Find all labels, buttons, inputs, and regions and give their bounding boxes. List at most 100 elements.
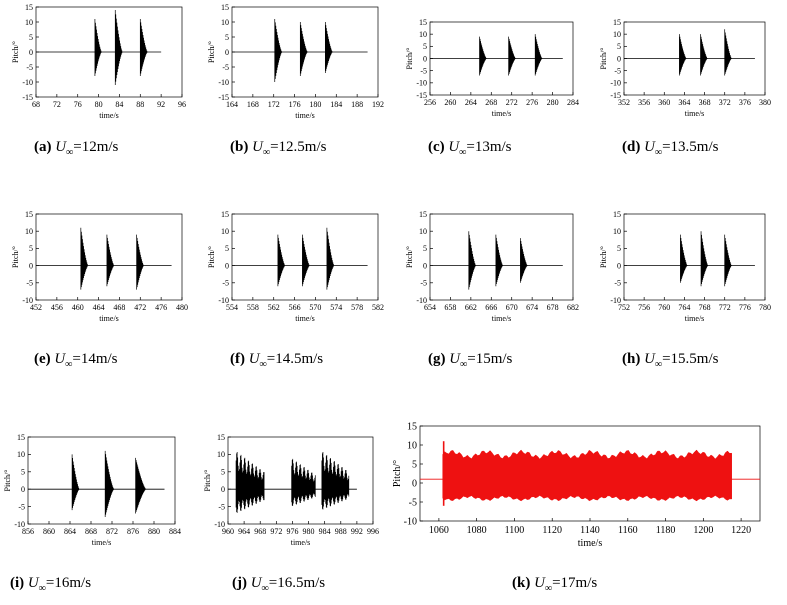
x-tick-label: 1200 (693, 525, 713, 536)
x-tick-label: 1080 (467, 525, 487, 536)
caption-symbol: U (27, 575, 39, 591)
x-tick-label: 764 (678, 303, 690, 312)
y-tick-label: -10 (416, 296, 427, 305)
x-tick-label: 88 (136, 100, 144, 109)
caption-subscript: ∞ (66, 147, 74, 158)
y-tick-label: 5 (225, 33, 229, 42)
x-tick-label: 570 (309, 303, 321, 312)
x-tick-label: 876 (127, 527, 139, 536)
y-tick-label: 5 (29, 244, 33, 253)
x-axis-label: time/s (295, 111, 315, 120)
x-tick-label: 872 (106, 527, 118, 536)
caption-value: =13m/s (466, 139, 512, 155)
y-tick-label: 15 (613, 18, 621, 27)
y-tick-label: 5 (423, 244, 427, 253)
caption-symbol: U (644, 351, 655, 367)
burst-1 (80, 227, 89, 290)
y-tick-label: -15 (22, 93, 33, 102)
burst-1 (274, 19, 283, 82)
caption-j: (j) U∞=16.5m/s (232, 575, 325, 594)
y-tick-label: 10 (613, 30, 621, 39)
y-tick-label: 5 (21, 468, 25, 477)
y-axis-label: Pitch/° (392, 460, 403, 487)
x-tick-label: 380 (759, 98, 771, 107)
y-tick-label: -5 (26, 279, 33, 288)
caption-value: =12m/s (73, 139, 119, 155)
x-tick-label: 356 (638, 98, 650, 107)
y-tick-label: 5 (617, 244, 621, 253)
x-tick-label: 678 (547, 303, 559, 312)
burst-3 (136, 234, 145, 290)
burst-1 (680, 234, 688, 283)
burst-2 (104, 450, 115, 518)
caption-symbol: U (534, 575, 545, 591)
y-axis-label: Pitch/° (207, 246, 216, 268)
chart-a: -15 -10 -5 0 5 10 15 68 72 76 80 84 88 92 96 time/s Pitc… (11, 3, 186, 120)
x-tick-label: 364 (678, 98, 690, 107)
caption-symbol: U (248, 351, 260, 367)
x-axis-label: time/s (295, 314, 315, 323)
x-tick-label: 72 (53, 100, 61, 109)
caption-i: (i) U∞=16m/s (10, 575, 91, 594)
y-tick-label: 10 (221, 18, 229, 27)
y-tick-label: 5 (221, 468, 225, 477)
burst-1 (94, 19, 102, 76)
caption-letter: (b) (230, 139, 249, 155)
y-tick-label: -10 (14, 520, 25, 529)
y-tick-label: 5 (412, 460, 417, 471)
x-tick-label: 972 (270, 527, 282, 536)
caption-subscript: ∞ (654, 147, 663, 158)
y-tick-label: 0 (617, 54, 621, 63)
x-tick-label: 472 (134, 303, 146, 312)
x-tick-label: 192 (372, 100, 384, 109)
y-tick-label: -10 (22, 78, 33, 87)
caption-value: =15.5m/s (662, 351, 719, 367)
y-tick-label: 10 (407, 441, 417, 452)
burst-3 (520, 238, 528, 283)
burst-1 (71, 454, 80, 511)
y-tick-label: -5 (26, 63, 33, 72)
x-tick-label: 264 (465, 98, 477, 107)
x-axis-label: time/s (492, 314, 512, 323)
y-tick-label: -10 (214, 520, 225, 529)
y-tick-label: -5 (614, 66, 621, 75)
y-tick-label: -5 (222, 279, 229, 288)
caption-d: (d) U∞=13.5m/s (622, 139, 718, 158)
x-tick-label: 682 (567, 303, 579, 312)
caption-letter: (e) (34, 351, 51, 367)
x-tick-label: 176 (289, 100, 301, 109)
x-tick-label: 476 (155, 303, 167, 312)
x-tick-label: 860 (43, 527, 55, 536)
y-tick-label: 10 (217, 450, 225, 459)
y-tick-label: 0 (617, 261, 621, 270)
caption-b: (b) U∞=12.5m/s (230, 139, 326, 158)
burst-3 (534, 34, 543, 76)
x-tick-label: 280 (547, 98, 559, 107)
y-tick-label: 5 (617, 42, 621, 51)
y-axis-label: Pitch/° (3, 470, 12, 492)
x-axis-label: time/s (685, 314, 705, 323)
y-tick-label: 0 (221, 485, 225, 494)
plot-frame (27, 436, 176, 525)
x-tick-label: 1060 (429, 525, 449, 536)
x-tick-label: 96 (178, 100, 186, 109)
y-tick-label: 10 (419, 227, 427, 236)
caption-subscript: ∞ (460, 359, 468, 370)
caption-c: (c) U∞=13m/s (428, 139, 512, 158)
x-tick-label: 566 (289, 303, 301, 312)
caption-f: (f) U∞=14.5m/s (230, 351, 323, 370)
caption-value: =17m/s (552, 575, 598, 591)
x-tick-label: 164 (226, 100, 238, 109)
caption-value: =16.5m/s (268, 575, 326, 591)
x-tick-label: 558 (247, 303, 259, 312)
x-tick-label: 964 (238, 527, 250, 536)
x-tick-label: 180 (309, 100, 321, 109)
caption-a: (a) U∞=12m/s (34, 139, 118, 158)
x-tick-label: 184 (330, 100, 342, 109)
y-tick-label: 10 (419, 30, 427, 39)
x-tick-label: 776 (739, 303, 751, 312)
x-tick-label: 760 (658, 303, 670, 312)
x-tick-label: 772 (719, 303, 731, 312)
y-tick-label: 10 (17, 450, 25, 459)
